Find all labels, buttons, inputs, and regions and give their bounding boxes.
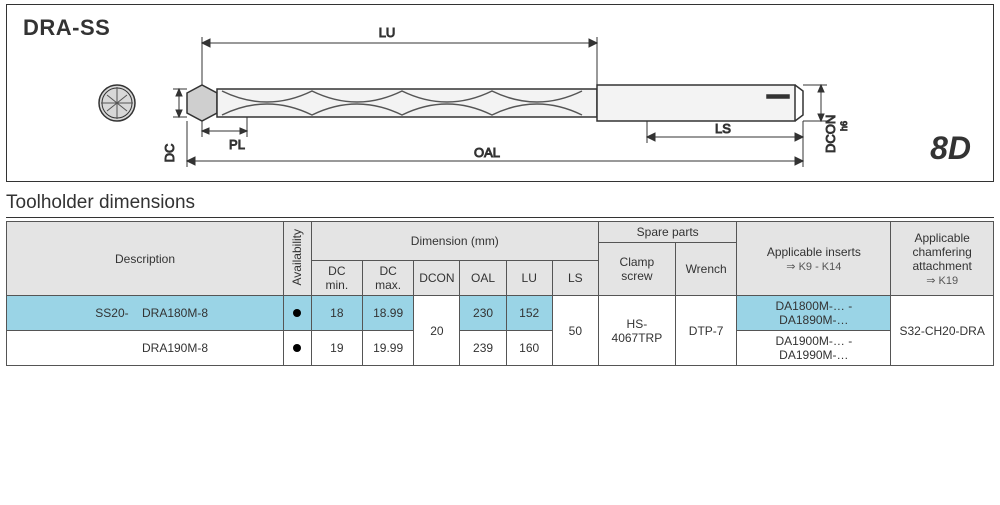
- th-ls: LS: [552, 261, 598, 296]
- diagram-panel: DRA-SS 8D: [6, 4, 994, 182]
- cell-dcmax: 19.99: [363, 331, 414, 366]
- ref-inserts: ⇒ K9 - K14: [786, 261, 841, 273]
- dimensions-table: Description Availability Dimension (mm) …: [6, 221, 994, 366]
- cell-ls: 50: [552, 296, 598, 366]
- dot-icon: [293, 344, 301, 352]
- dot-icon: [293, 309, 301, 317]
- dim-lu: LU: [379, 25, 396, 40]
- th-inserts: Applicable inserts ⇒ K9 - K14: [737, 222, 891, 296]
- dim-oal: OAL: [474, 145, 500, 160]
- th-dcon: DCON: [414, 261, 460, 296]
- dim-pl: PL: [229, 137, 245, 152]
- cell-oal: 230: [460, 296, 506, 331]
- cell-lu: 160: [506, 331, 552, 366]
- th-dcmin: DC min.: [311, 261, 362, 296]
- table-row: DRA190M-8 19 19.99 239 160 DA1900M-… - D…: [7, 331, 994, 366]
- th-lu: LU: [506, 261, 552, 296]
- dim-h6: h6: [839, 121, 849, 131]
- th-chamfering: Applicable chamfering attachment ⇒ K19: [891, 222, 994, 296]
- table-row: SS20-DRA180M-8 18 18.99 20 230 152 50 HS…: [7, 296, 994, 331]
- cell-inserts: DA1900M-… - DA1990M-…: [737, 331, 891, 366]
- th-dimension-group: Dimension (mm): [311, 222, 598, 261]
- th-description: Description: [7, 222, 284, 296]
- cell-avail: [284, 296, 312, 331]
- section-rule: [6, 217, 994, 218]
- depth-ratio-badge: 8D: [930, 130, 971, 167]
- dim-dcon: DCON: [823, 115, 838, 153]
- dim-ls: LS: [715, 121, 731, 136]
- cell-clamp: HS-4067TRP: [598, 296, 675, 366]
- cell-desc: SS20-DRA180M-8: [7, 296, 284, 331]
- cell-dcmax: 18.99: [363, 296, 414, 331]
- cell-lu: 152: [506, 296, 552, 331]
- cell-avail: [284, 331, 312, 366]
- th-availability: Availability: [284, 222, 312, 296]
- cell-dcmin: 19: [311, 331, 362, 366]
- dim-dc: DC: [162, 144, 177, 163]
- th-wrench: Wrench: [675, 243, 737, 296]
- cell-chamfer: S32-CH20-DRA: [891, 296, 994, 366]
- th-dcmax: DC max.: [363, 261, 414, 296]
- tool-schematic: LU PL DC OA: [87, 13, 867, 173]
- cell-wrench: DTP-7: [675, 296, 737, 366]
- cell-oal: 239: [460, 331, 506, 366]
- th-clamp-screw: Clamp screw: [598, 243, 675, 296]
- cell-dcon: 20: [414, 296, 460, 366]
- th-spare-parts: Spare parts: [598, 222, 736, 243]
- ref-chamfering: ⇒ K19: [926, 275, 958, 287]
- th-oal: OAL: [460, 261, 506, 296]
- cell-desc: DRA190M-8: [7, 331, 284, 366]
- cell-dcmin: 18: [311, 296, 362, 331]
- section-heading: Toolholder dimensions: [6, 192, 1000, 214]
- cell-inserts: DA1800M-… - DA1890M-…: [737, 296, 891, 331]
